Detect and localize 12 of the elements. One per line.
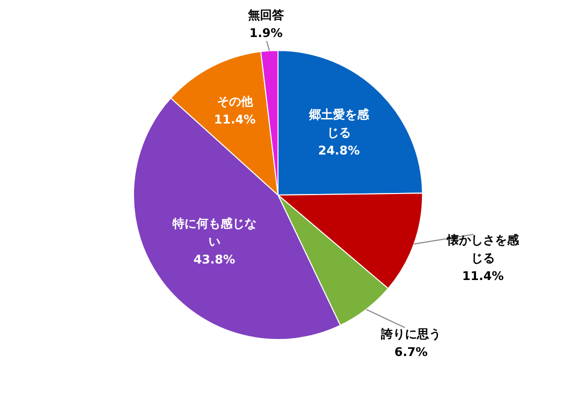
slice-label: 懐かしさを感じる	[446, 232, 520, 265]
data-label: 1.9%	[249, 26, 283, 40]
data-label: 24.8%	[318, 143, 360, 158]
slice-label: 特に何も感じない	[171, 216, 256, 249]
data-label: 6.7%	[394, 344, 428, 359]
data-label: 11.4%	[214, 112, 256, 127]
slice-label: 無回答	[247, 8, 286, 22]
data-label: 43.8%	[193, 252, 236, 267]
slice-label: その他	[216, 94, 254, 109]
slice-label: 誇りに思う	[380, 326, 441, 341]
slice-label: 郷土愛を感じる	[308, 107, 370, 140]
data-label: 11.4%	[462, 268, 504, 283]
